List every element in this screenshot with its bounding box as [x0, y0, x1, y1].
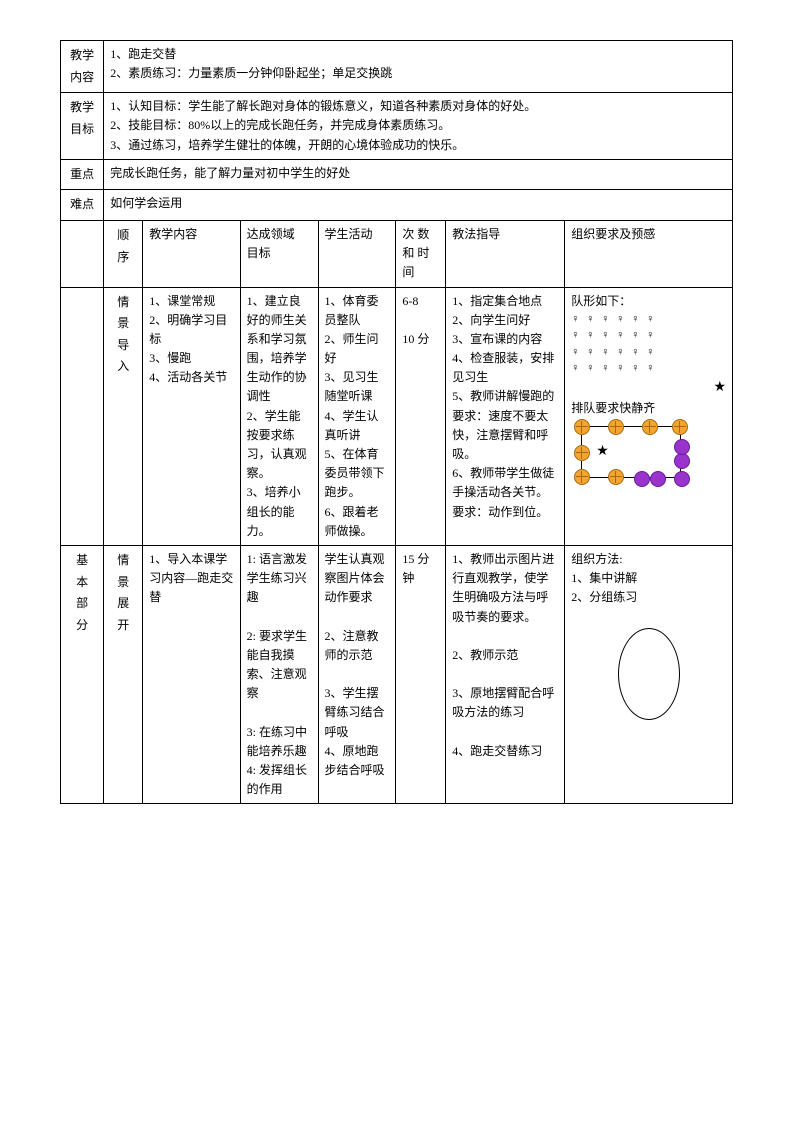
keypoint-text: 完成长跑任务，能了解力量对初中学生的好处 — [104, 159, 733, 190]
col-student: 学生活动 — [318, 220, 396, 287]
marker-purple-icon — [634, 471, 650, 487]
phase-develop: 情景展开 — [104, 545, 143, 803]
s1-content: 1、课堂常规2、明确学习目标3、慢跑4、活动各关节 — [143, 287, 240, 545]
s2-goal: 1: 语言激发学生练习兴趣2: 要求学生能自我摸索、注意观察3: 在练习中能培养… — [240, 545, 318, 803]
field-diagram: ★ — [581, 426, 681, 478]
marker-purple-icon — [674, 471, 690, 487]
difficulty-text: 如何学会运用 — [104, 190, 733, 221]
col-time: 次 数和 时间 — [396, 220, 446, 287]
marker-yellow-icon — [672, 419, 688, 435]
formation-dots: ♀ ♀ ♀ ♀ ♀ ♀ ♀ ♀ ♀ ♀ ♀ ♀ ♀ ♀ ♀ ♀ ♀ ♀ ♀ ♀ … — [571, 311, 726, 377]
col-seq: 顺序 — [104, 220, 143, 287]
s2-student: 学生认真观察图片体会动作要求2、注意教师的示范3、学生摆臂练习结合呼吸4、原地跑… — [318, 545, 396, 803]
marker-purple-icon — [674, 453, 690, 469]
goal-text: 1、认知目标：学生能了解长跑对身体的锻炼意义，知道各种素质对身体的好处。2、技能… — [104, 93, 733, 160]
marker-yellow-icon — [642, 419, 658, 435]
col-method: 教法指导 — [446, 220, 565, 287]
col-teach-content: 教学内容 — [143, 220, 240, 287]
s1-goal: 1、建立良好的师生关系和学习氛围，培养学生动作的协调性2、学生能按要求练习，认真… — [240, 287, 318, 545]
lesson-plan-table: 教学内容 1、跑走交替2、素质练习：力量素质一分钟仰卧起坐；单足交换跳 教学目标… — [60, 40, 733, 804]
phase-intro: 情景导入 — [104, 287, 143, 545]
label-difficulty: 难点 — [61, 190, 104, 221]
label-content: 教学内容 — [61, 41, 104, 93]
col-org: 组织要求及预感 — [565, 220, 733, 287]
marker-purple-icon — [650, 471, 666, 487]
label-goal: 教学目标 — [61, 93, 104, 160]
marker-yellow-icon — [574, 445, 590, 461]
s2-time: 15 分钟 — [396, 545, 446, 803]
marker-yellow-icon — [574, 469, 590, 485]
s1-method: 1、指定集合地点2、向学生问好3、宣布课的内容4、检查服装，安排见习生5、教师讲… — [446, 287, 565, 545]
marker-yellow-icon — [574, 419, 590, 435]
org-method-text: 组织方法:1、集中讲解2、分组练习 — [571, 550, 726, 608]
s2-org: 组织方法:1、集中讲解2、分组练习 — [565, 545, 733, 803]
star-icon: ★ — [596, 441, 609, 463]
ellipse-diagram — [618, 628, 680, 720]
col-goal: 达成领域目标 — [240, 220, 318, 287]
formation-caption: 排队要求快静齐 — [571, 399, 726, 418]
marker-yellow-icon — [608, 419, 624, 435]
formation-title: 队形如下： — [571, 292, 726, 311]
marker-yellow-icon — [608, 469, 624, 485]
s2-method: 1、教师出示图片进行直观教学，使学生明确吸方法与呼吸节奏的要求。2、教师示范3、… — [446, 545, 565, 803]
s2-content: 1、导入本课学习内容—跑走交替 — [143, 545, 240, 803]
marker-purple-icon — [674, 439, 690, 455]
label-keypoint: 重点 — [61, 159, 104, 190]
content-text: 1、跑走交替2、素质练习：力量素质一分钟仰卧起坐；单足交换跳 — [104, 41, 733, 93]
s1-time: 6-810 分 — [396, 287, 446, 545]
s1-org: 队形如下： ♀ ♀ ♀ ♀ ♀ ♀ ♀ ♀ ♀ ♀ ♀ ♀ ♀ ♀ ♀ ♀ ♀ … — [565, 287, 733, 545]
side-label-main: 基本部分 — [61, 545, 104, 803]
side-label-main — [61, 220, 104, 287]
s1-student: 1、体育委员整队2、师生问好3、见习生随堂听课4、学生认真听讲5、在体育委员带领… — [318, 287, 396, 545]
star-icon: ★ — [571, 377, 726, 399]
